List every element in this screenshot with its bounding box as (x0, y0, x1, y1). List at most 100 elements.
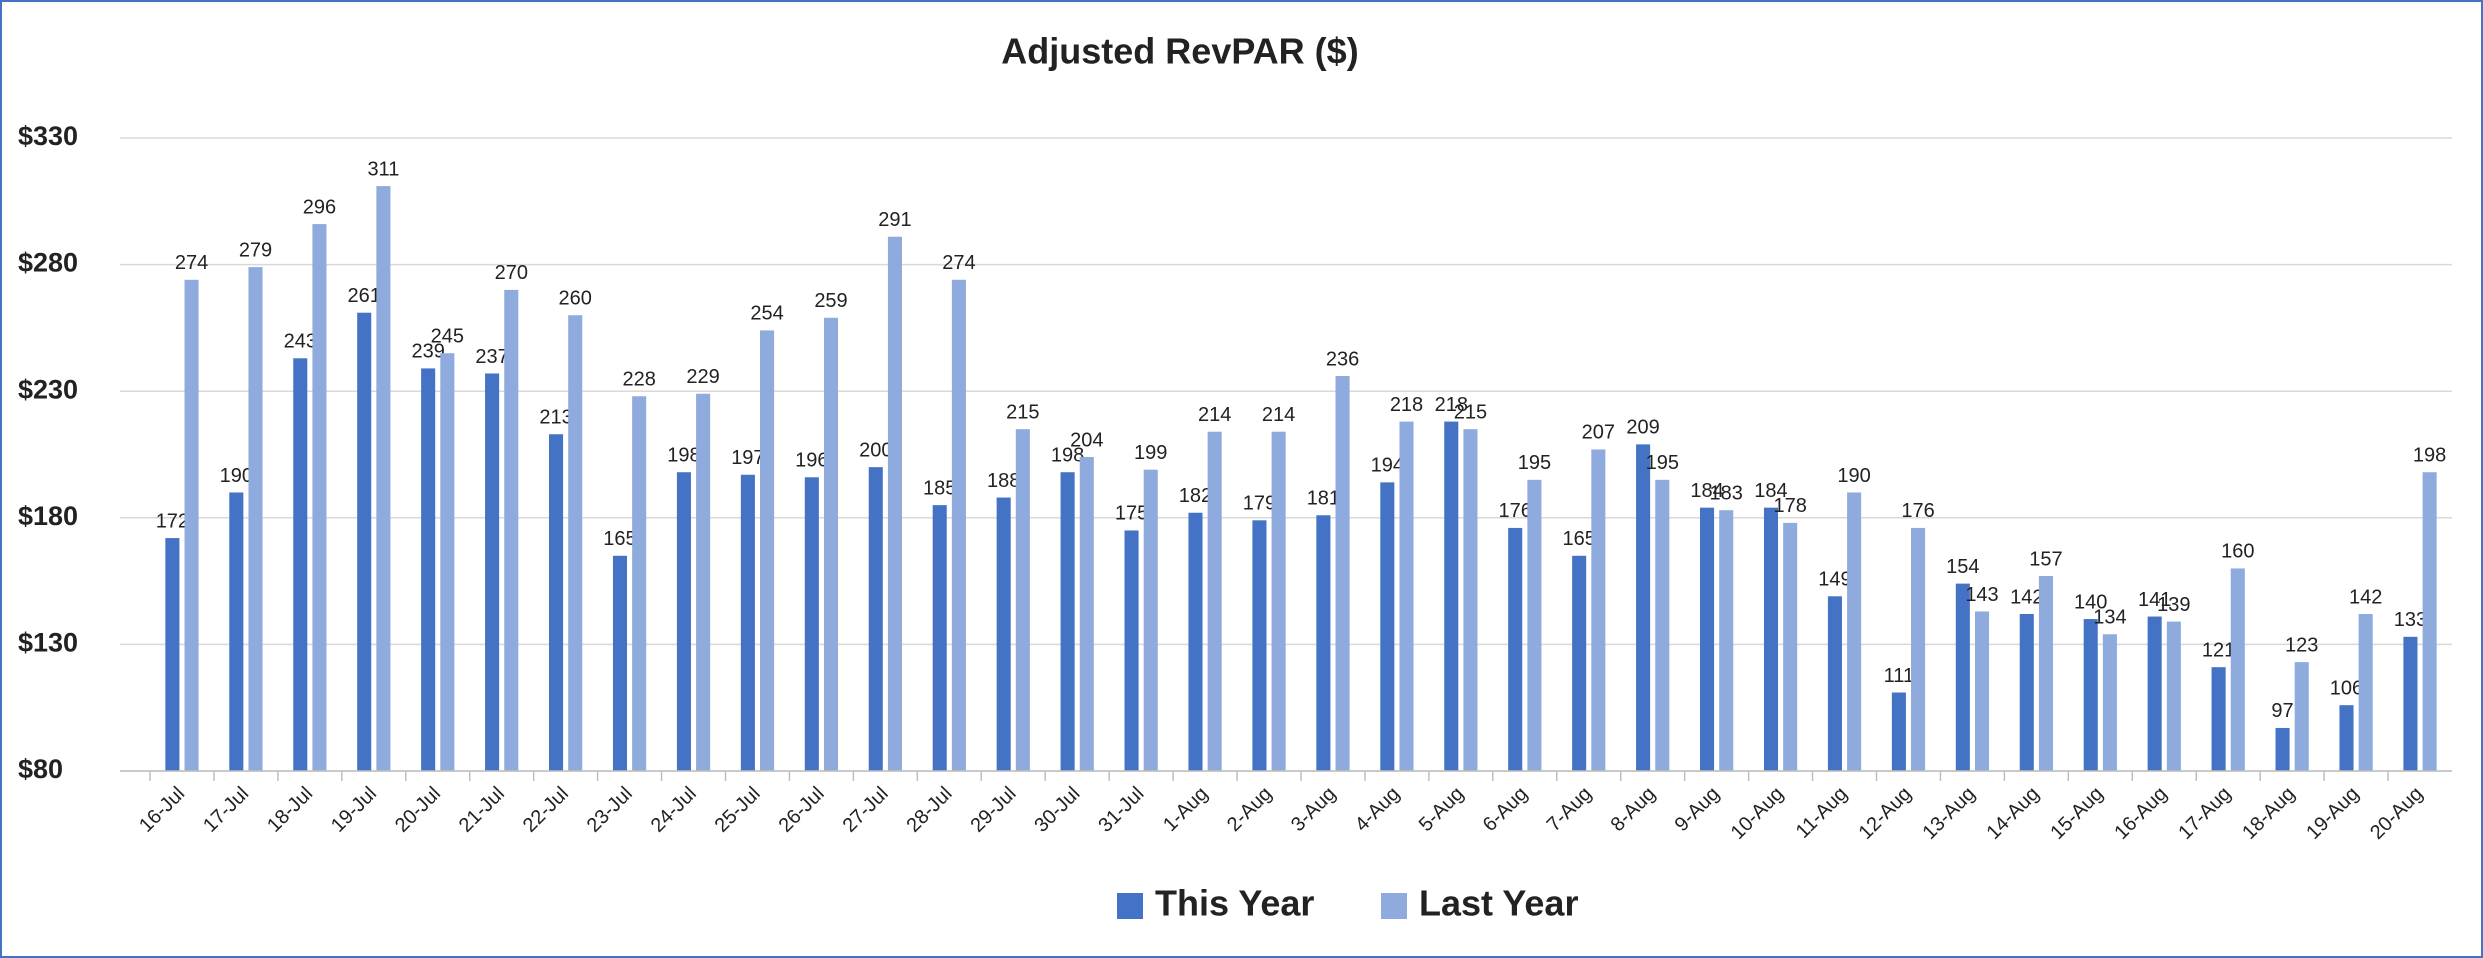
bar (1719, 510, 1734, 771)
bar (1207, 431, 1222, 771)
data-label: 291 (878, 209, 911, 231)
bar (2083, 619, 2098, 771)
data-label: 236 (1326, 348, 1359, 370)
data-label: 190 (220, 465, 253, 487)
bar (804, 477, 819, 771)
bar (2230, 568, 2245, 771)
bar (1143, 469, 1158, 771)
data-label: 237 (475, 346, 508, 368)
bar (1636, 444, 1651, 771)
bar (1124, 530, 1139, 771)
bar (568, 315, 583, 771)
bar (229, 492, 244, 771)
bar (1015, 429, 1030, 771)
bar (1783, 522, 1798, 771)
bar (887, 236, 902, 772)
bar (1271, 431, 1286, 771)
data-label: 198 (667, 445, 700, 467)
bar (248, 267, 263, 771)
bar (823, 317, 839, 771)
data-label: 228 (622, 369, 655, 391)
bar (2294, 662, 2309, 771)
data-label: 239 (411, 341, 444, 363)
bar (1591, 449, 1606, 771)
data-label: 165 (1562, 528, 1595, 550)
data-label: 181 (1307, 488, 1340, 510)
bar (1847, 492, 1862, 771)
bar (696, 393, 711, 771)
bar (1700, 507, 1715, 771)
bar (2166, 621, 2181, 771)
bar (1316, 515, 1331, 771)
data-label: 143 (1965, 584, 1998, 606)
data-label: 279 (239, 239, 272, 261)
data-label: 176 (1901, 500, 1934, 522)
bar (2211, 667, 2226, 771)
y-tick-label: $80 (18, 754, 63, 784)
bar (1335, 376, 1350, 771)
data-label: 261 (348, 285, 381, 307)
data-label: 214 (1198, 404, 1231, 426)
bar (2422, 472, 2437, 771)
bar (293, 358, 308, 771)
bar (1060, 472, 1075, 771)
data-label: 197 (731, 447, 764, 469)
data-label: 160 (2221, 541, 2254, 563)
bar (1188, 512, 1203, 771)
data-label: 259 (814, 290, 847, 312)
data-label: 184 (1754, 480, 1787, 502)
data-label: 214 (1262, 404, 1295, 426)
bar (1974, 611, 1990, 771)
data-label: 198 (1051, 445, 1084, 467)
y-tick-label: $130 (18, 628, 78, 658)
data-label: 260 (559, 288, 592, 310)
data-label: 215 (1006, 401, 1039, 423)
legend-swatch (1117, 893, 1143, 919)
data-label: 215 (1454, 401, 1487, 423)
bar (740, 474, 755, 771)
data-label: 200 (859, 439, 892, 461)
data-label: 204 (1070, 429, 1103, 451)
bar (996, 497, 1011, 771)
data-label: 154 (1946, 556, 1979, 578)
bar (440, 353, 455, 771)
bar (760, 330, 775, 771)
data-label: 139 (2157, 594, 2190, 616)
y-tick-label: $230 (18, 374, 78, 404)
bar (184, 279, 199, 771)
data-label: 142 (2010, 586, 2043, 608)
bar (868, 467, 883, 771)
bar (1911, 527, 1926, 771)
bar (676, 472, 691, 771)
bar (2275, 727, 2290, 771)
bar (932, 505, 947, 771)
bar (1463, 429, 1478, 771)
data-label: 140 (2074, 591, 2107, 613)
bar (376, 186, 391, 771)
data-label: 176 (1499, 500, 1532, 522)
data-label: 296 (303, 196, 336, 218)
legend-swatch (1381, 893, 1407, 919)
bar (632, 396, 647, 771)
y-tick-label: $330 (18, 121, 78, 151)
bar (1527, 479, 1542, 771)
data-label: 194 (1371, 455, 1404, 477)
data-label: 207 (1582, 422, 1615, 444)
data-label: 245 (431, 326, 464, 348)
data-label: 229 (686, 366, 719, 388)
bar (2403, 636, 2418, 771)
data-label: 188 (987, 470, 1020, 492)
data-label: 184 (1690, 480, 1723, 502)
data-label: 106 (2330, 677, 2363, 699)
data-label: 142 (2349, 586, 2382, 608)
bar (1955, 583, 1970, 771)
bar (1380, 482, 1395, 771)
data-label: 270 (495, 262, 528, 284)
data-label: 123 (2285, 634, 2318, 656)
bar (2019, 614, 2034, 771)
data-label: 175 (1115, 503, 1148, 525)
data-label: 183 (1710, 482, 1743, 504)
bar (165, 538, 180, 771)
bar (1508, 527, 1523, 771)
